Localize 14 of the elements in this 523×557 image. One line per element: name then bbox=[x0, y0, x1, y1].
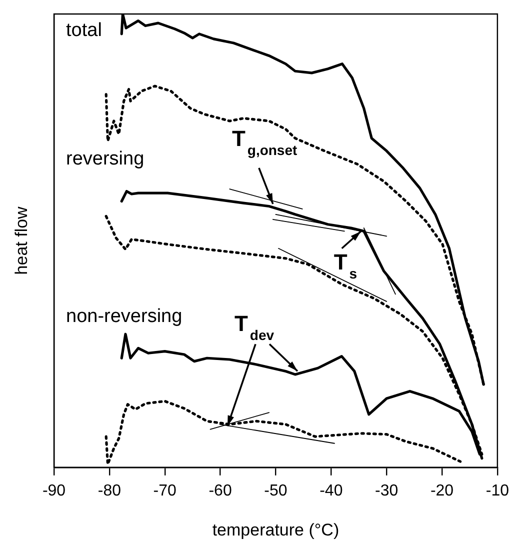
x-tick-label: -10 bbox=[486, 482, 510, 500]
series-label: non-reversing bbox=[66, 306, 182, 328]
series-label: total bbox=[66, 20, 102, 41]
x-tick-label: -90 bbox=[42, 482, 66, 500]
y-axis-title: heat flow bbox=[12, 206, 31, 275]
x-axis-title: temperature (°C) bbox=[212, 520, 340, 540]
x-tick-label: -40 bbox=[320, 482, 343, 500]
x-tick-label: -50 bbox=[264, 482, 288, 500]
x-tick-label: -20 bbox=[430, 482, 454, 500]
x-tick-label: -30 bbox=[375, 482, 398, 500]
x-tick-label: -70 bbox=[153, 482, 177, 500]
series-label: reversing bbox=[66, 148, 144, 170]
x-tick-label: -60 bbox=[208, 482, 232, 500]
x-tick-label: -80 bbox=[98, 482, 122, 500]
